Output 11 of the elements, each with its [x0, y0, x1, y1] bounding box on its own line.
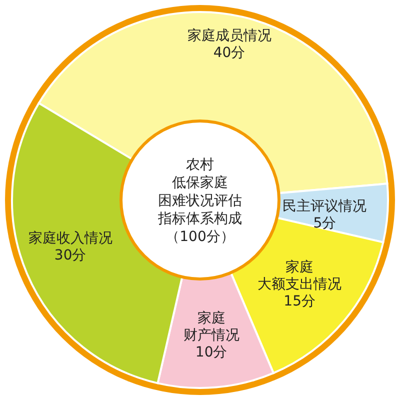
data-label: 30分: [54, 247, 86, 264]
slice-label: 家庭收入情况: [28, 230, 112, 246]
slice-label: 家庭财产情况: [183, 310, 240, 344]
data-label: 40分: [213, 44, 246, 61]
slice-label: 家庭成员情况: [187, 28, 272, 44]
text: 农村低保家庭困难状况评估指标体系构成（100分）: [157, 157, 242, 245]
data-label: 5分: [313, 216, 336, 232]
data-label: 15分: [284, 294, 316, 310]
data-label: 10分: [195, 344, 228, 361]
slice-label: 民主评议情况: [282, 198, 367, 215]
slice-label: 家庭大额支出情况: [258, 260, 342, 293]
